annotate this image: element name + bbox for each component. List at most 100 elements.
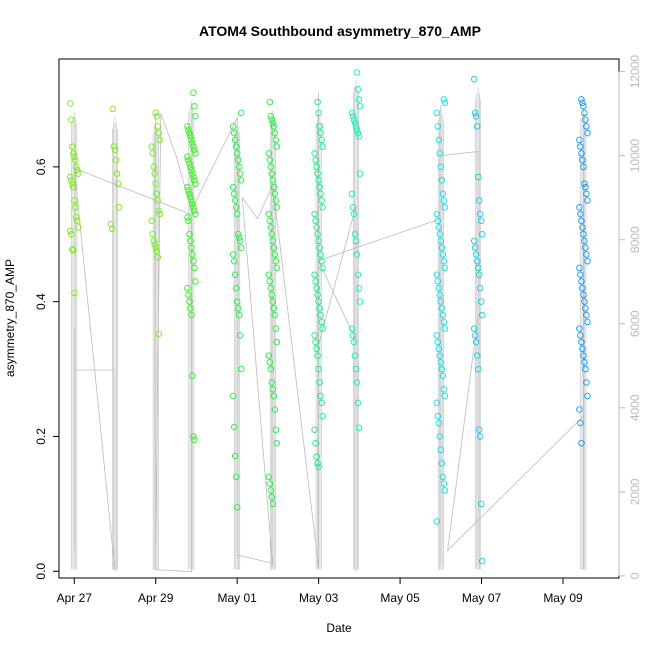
- data-point: [273, 338, 281, 346]
- data-point: [150, 237, 157, 245]
- data-point: [437, 237, 445, 245]
- data-point: [233, 503, 241, 511]
- data-point: [269, 386, 277, 393]
- data-point: [317, 190, 324, 198]
- data-point: [439, 190, 447, 198]
- secondary-series-layer: [71, 80, 587, 573]
- data-point: [270, 244, 278, 251]
- x-axis: Apr 27 Apr 29 May 01 May 03 May 05 May 07 May …: [57, 577, 583, 605]
- data-point: [74, 166, 81, 174]
- data-point: [314, 230, 321, 238]
- data-point: [237, 244, 245, 251]
- data-point: [317, 251, 324, 258]
- data-point: [237, 365, 245, 373]
- data-point: [315, 237, 322, 245]
- data-point: [353, 69, 361, 76]
- data-point: [154, 253, 161, 261]
- data-point: [190, 173, 197, 181]
- data-point: [584, 392, 591, 400]
- data-point: [153, 247, 160, 255]
- data-point: [356, 102, 364, 110]
- data-point: [236, 332, 244, 339]
- data-point: [112, 156, 120, 164]
- data-point: [437, 298, 445, 305]
- data-point: [441, 264, 449, 272]
- data-point: [576, 204, 583, 211]
- data-point: [355, 424, 363, 431]
- data-point: [234, 230, 242, 238]
- data-point: [236, 237, 244, 245]
- data-point: [156, 136, 163, 144]
- data-point: [312, 217, 319, 225]
- data-point: [192, 210, 199, 218]
- data-point: [319, 204, 326, 211]
- data-point: [186, 230, 193, 238]
- data-point: [73, 163, 80, 171]
- data-point: [266, 98, 274, 106]
- data-point: [352, 123, 360, 130]
- y2-tick-label: 12000: [628, 55, 642, 89]
- data-point: [578, 150, 585, 157]
- secondary-series-line: [73, 92, 584, 573]
- data-point: [311, 426, 318, 433]
- y-tick-label: 0.2: [34, 428, 48, 445]
- data-point: [475, 426, 483, 433]
- data-point: [191, 177, 198, 184]
- x-tick-label: May 01: [218, 591, 258, 605]
- data-point: [75, 224, 82, 231]
- data-point: [582, 365, 589, 373]
- data-point: [582, 183, 589, 191]
- data-point: [71, 153, 78, 160]
- data-point: [317, 129, 324, 137]
- data-point: [155, 207, 162, 214]
- data-point: [268, 379, 276, 386]
- data-point: [437, 359, 445, 366]
- data-point: [267, 487, 275, 494]
- data-point: [269, 237, 277, 245]
- data-point: [192, 180, 199, 187]
- data-point: [476, 433, 484, 440]
- data-point: [355, 133, 363, 140]
- data-point: [433, 518, 441, 525]
- data-point: [152, 244, 159, 251]
- data-point: [68, 177, 75, 184]
- data-point: [229, 123, 237, 130]
- data-point: [577, 143, 584, 150]
- data-point: [433, 332, 441, 339]
- data-point: [312, 338, 319, 346]
- data-point: [478, 230, 486, 238]
- data-point: [577, 332, 584, 339]
- data-point: [69, 245, 76, 253]
- data-point: [583, 379, 590, 386]
- data-point: [269, 500, 277, 508]
- data-point: [582, 244, 589, 251]
- data-point: [187, 305, 194, 312]
- data-point: [581, 298, 588, 305]
- data-point: [438, 460, 446, 467]
- data-point: [267, 113, 275, 120]
- data-point: [271, 311, 279, 319]
- data-point: [583, 123, 590, 130]
- data-point: [271, 129, 279, 137]
- data-point: [266, 217, 274, 225]
- data-point: [311, 210, 318, 218]
- data-point: [72, 204, 79, 211]
- data-point: [191, 102, 198, 110]
- data-point: [184, 153, 191, 160]
- data-point: [478, 557, 486, 565]
- data-point: [472, 338, 480, 346]
- data-point: [581, 180, 588, 187]
- plot-area: [58, 58, 620, 579]
- data-point: [579, 156, 586, 164]
- data-point: [435, 419, 443, 427]
- data-point: [440, 386, 448, 393]
- data-point: [435, 224, 443, 231]
- data-point: [438, 365, 446, 373]
- x-tick-label: Apr 27: [57, 591, 93, 605]
- data-point: [576, 406, 583, 413]
- data-point: [69, 180, 76, 187]
- x-tick-label: May 03: [299, 591, 339, 605]
- data-point: [578, 217, 585, 225]
- data-point: [313, 224, 320, 231]
- data-point: [441, 99, 449, 107]
